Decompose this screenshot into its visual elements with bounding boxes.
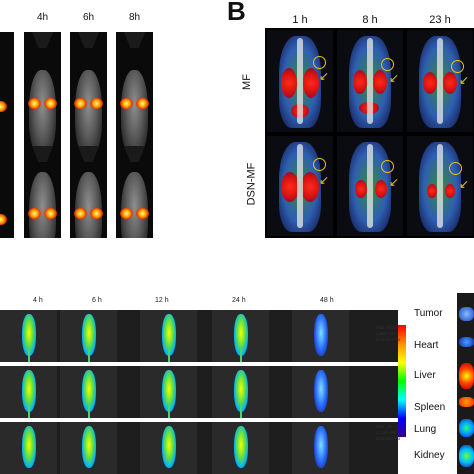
colorbar-bottom-max: Max: 20	[376, 424, 393, 429]
panel-b-row-dsn-mf: DSN-MF	[245, 162, 258, 206]
ct-scan-mf-1h: ↙	[267, 30, 333, 132]
ct-scan-mf-8h: ↙	[337, 30, 403, 132]
panel-b-frame: ↙ ↙ ↙ ↙	[265, 28, 474, 238]
panel-c-header-24h: 24 h	[232, 297, 246, 304]
ct-scan-mf-23h: ↙	[407, 30, 473, 132]
organ-label-lung: Lung	[414, 424, 437, 435]
panel-c-header-6h: 6 h	[92, 297, 102, 304]
colorbar-top-max: Max: 5130	[376, 325, 398, 330]
organ-label-liver: Liver	[414, 370, 436, 381]
ct-scan-dsn-mf-8h: ↙	[337, 136, 403, 236]
colorbar-bottom-value: 1.14E+06	[376, 430, 396, 435]
ct-scan-dsn-mf-1h: ↙	[267, 136, 333, 236]
panel-c-row-3	[0, 422, 398, 474]
panel-a-tile-4h	[24, 32, 61, 238]
panel-b-row-mf: MF	[240, 74, 253, 90]
organ-label-tumor: Tumor	[414, 308, 443, 319]
panel-c-row-1	[0, 310, 398, 362]
panel-b-header-23h: 23 h	[429, 14, 451, 26]
colorbar	[398, 325, 406, 437]
colorbar-top-unit: p/sec/cm²/sr	[376, 337, 401, 342]
panel-b-header-1h: 1 h	[292, 14, 308, 26]
ex-vivo-organ-panel	[457, 293, 474, 474]
organ-label-heart: Heart	[414, 340, 439, 351]
panel-c-row-2	[0, 366, 398, 418]
colorbar-top-value: 2.88E+08	[376, 331, 396, 336]
panel-b-header-8h: 8 h	[362, 14, 378, 26]
organ-label-spleen: Spleen	[414, 402, 446, 413]
panel-a-header-8h: 8h	[128, 12, 141, 23]
ct-scan-dsn-mf-23h: ↙	[407, 136, 473, 236]
panel-a-header-6h: 6h	[82, 12, 95, 23]
panel-c-header-12h: 12 h	[155, 297, 169, 304]
organ-label-kidney: Kidney	[414, 450, 445, 461]
panel-b-label: B	[227, 0, 246, 26]
panel-c-header-4h: 4 h	[33, 297, 43, 304]
colorbar-bottom-unit: p/sec/cm²/sr	[376, 436, 401, 441]
panel-a-tile-6h	[70, 32, 107, 238]
panel-a-header-4h: 4h	[36, 12, 49, 23]
panel-a-tile-cropped-1	[0, 32, 14, 238]
panel-c-header-48h: 48 h	[320, 297, 334, 304]
panel-a-tile-8h	[116, 32, 153, 238]
